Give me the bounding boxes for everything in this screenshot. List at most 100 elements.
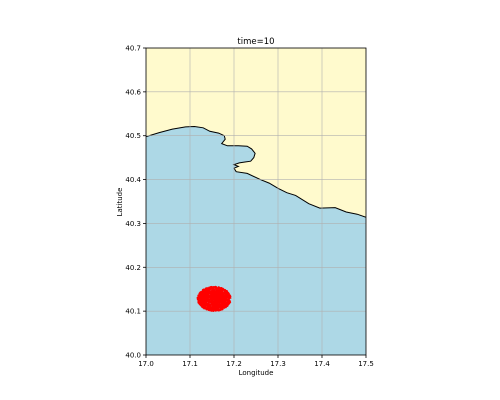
particle-point xyxy=(206,297,209,300)
particle-point xyxy=(218,298,221,301)
particle-point xyxy=(217,287,220,290)
particle-point xyxy=(217,307,219,310)
particle-point xyxy=(200,294,203,297)
particle-point xyxy=(219,309,222,312)
particle-point xyxy=(204,303,207,306)
particle-point xyxy=(207,305,210,308)
particle-point xyxy=(221,292,223,295)
particle-point xyxy=(207,290,210,292)
particle-point xyxy=(202,292,205,295)
particle-point xyxy=(197,294,200,297)
particle-point xyxy=(197,301,200,304)
y-tick-label: 40.4 xyxy=(125,176,141,184)
particle-point xyxy=(216,299,219,301)
particle-point xyxy=(205,296,207,299)
particle-point xyxy=(214,308,217,311)
particle-point xyxy=(201,304,204,307)
particle-point xyxy=(206,307,208,310)
particle-point xyxy=(211,308,213,311)
particle-point xyxy=(216,291,219,294)
x-tick-label: 17.0 xyxy=(138,360,154,368)
particle-point xyxy=(217,289,220,292)
particle-point xyxy=(211,295,214,298)
particle-point xyxy=(223,307,226,309)
y-tick-label: 40.5 xyxy=(125,132,141,140)
y-tick-label: 40.2 xyxy=(125,264,141,272)
particle-point xyxy=(224,289,226,292)
x-tick-label: 17.1 xyxy=(182,360,198,368)
coastline xyxy=(146,125,366,218)
particle-point xyxy=(198,296,201,299)
particle-point xyxy=(224,305,227,308)
particle-point xyxy=(222,304,225,307)
particle-point xyxy=(227,298,230,301)
x-tick-label: 17.3 xyxy=(270,360,286,368)
particle-point xyxy=(222,302,225,305)
particle-point xyxy=(224,295,226,297)
particle-point xyxy=(220,300,222,303)
axes-frame xyxy=(145,47,367,356)
particle-point xyxy=(220,303,223,306)
particle-point xyxy=(199,291,202,294)
particle-point xyxy=(217,294,220,297)
particle-point xyxy=(210,300,213,303)
particle-point xyxy=(199,301,202,304)
particle-point xyxy=(228,302,231,305)
particle-point xyxy=(215,288,218,291)
particle-point xyxy=(203,290,206,293)
particle-point xyxy=(208,299,210,302)
particle-point xyxy=(215,294,218,297)
particle-point xyxy=(214,303,217,305)
grid-lines xyxy=(146,48,366,355)
particle-point xyxy=(209,287,212,290)
particle-point xyxy=(208,308,211,311)
map-axes: 17.0 17.1 17.2 17.3 17.4 17.5 40.040.140.240.… xyxy=(125,45,373,369)
particle-point xyxy=(222,294,225,297)
particle-point xyxy=(223,297,225,299)
particle-point xyxy=(212,303,215,306)
particle-point xyxy=(201,296,204,299)
particle-point xyxy=(209,292,212,294)
particle-point xyxy=(210,293,213,296)
x-tick-label: 17.4 xyxy=(314,360,330,368)
particle-point xyxy=(202,300,205,303)
particle-point xyxy=(212,290,215,292)
particle-point xyxy=(228,300,231,303)
particle-point xyxy=(226,294,229,297)
x-axis-ticks: 17.0 17.1 17.2 17.3 17.4 17.5 xyxy=(138,355,374,368)
particle-point xyxy=(213,295,216,298)
particle-point xyxy=(219,287,222,290)
particle-point xyxy=(213,305,216,308)
particle-point xyxy=(220,297,222,300)
particle-point xyxy=(228,294,231,297)
particle-point xyxy=(221,290,224,292)
particle-point xyxy=(211,297,214,300)
particle-point xyxy=(225,293,228,296)
particle-point xyxy=(223,291,226,294)
particle-cloud xyxy=(196,285,232,312)
particle-point xyxy=(212,305,214,308)
particle-point xyxy=(212,293,215,295)
y-tick-label: 40.6 xyxy=(125,88,141,96)
particle-point xyxy=(207,307,210,309)
particle-point xyxy=(206,293,209,296)
y-tick-label: 40.7 xyxy=(125,45,141,53)
x-tick-label: 17.5 xyxy=(358,360,374,368)
particle-point xyxy=(226,292,229,295)
particle-point xyxy=(202,298,205,301)
particle-point xyxy=(221,306,223,309)
plot-title: time=10 xyxy=(237,37,274,47)
particle-point xyxy=(206,305,209,308)
particle-point xyxy=(222,303,225,306)
particle-point xyxy=(216,305,219,308)
particle-point xyxy=(218,292,221,294)
particle-point xyxy=(224,303,227,306)
particle-point xyxy=(209,297,212,300)
particle-point xyxy=(221,296,224,299)
particle-point xyxy=(216,300,219,303)
particle-point xyxy=(218,304,221,307)
particle-point xyxy=(219,293,222,296)
particle-point xyxy=(213,286,216,288)
particle-point xyxy=(209,300,212,303)
y-tick-label: 40.3 xyxy=(125,220,141,228)
